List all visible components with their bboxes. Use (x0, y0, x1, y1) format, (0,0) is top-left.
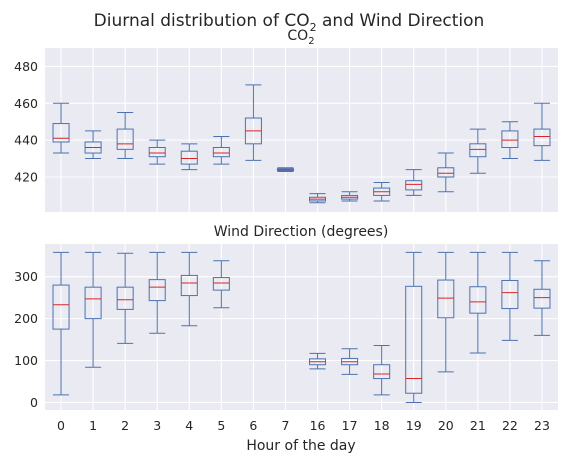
co2-y-ticks: 420 440 460 480 (14, 59, 38, 185)
x-tick-label-21: 21 (470, 418, 486, 433)
wind-box-3 (148, 251, 166, 334)
iqr-box (469, 286, 487, 314)
wind-box-22 (501, 251, 519, 341)
x-tick-label-0: 0 (57, 418, 65, 433)
co2-box-2 (116, 111, 134, 160)
co2-box-4 (180, 143, 198, 171)
wind-y-tick-label: 300 (14, 269, 38, 284)
co2-box-3 (148, 139, 166, 165)
iqr-box (52, 123, 70, 143)
x-tick-label-23: 23 (534, 418, 550, 433)
wind-box-19 (405, 251, 423, 403)
iqr-box (405, 180, 423, 191)
iqr-box (469, 143, 487, 158)
co2-y-tick-label: 420 (14, 169, 38, 184)
wind-box-17 (341, 348, 359, 375)
wind-box-21 (469, 251, 487, 354)
iqr-box (180, 274, 198, 297)
x-tick-label-5: 5 (217, 418, 225, 433)
iqr-box (148, 279, 166, 302)
co2-panel: 420 440 460 480 CO2 (14, 28, 558, 212)
wind-plot-area (45, 244, 558, 410)
wind-box-23 (533, 260, 551, 336)
co2-y-tick-label: 480 (14, 59, 38, 74)
x-tick-label-22: 22 (502, 418, 518, 433)
co2-gridlines (45, 48, 558, 212)
iqr-box (437, 279, 455, 319)
co2-box-20 (437, 152, 455, 193)
wind-y-tick-label: 100 (14, 353, 38, 368)
figure-title: Diurnal distribution of CO2 and Wind Dir… (94, 11, 485, 34)
wind-box-4 (180, 251, 198, 327)
wind-boxes (52, 251, 551, 403)
x-axis-label: Hour of the day (246, 438, 355, 454)
x-tick-label-1: 1 (89, 418, 97, 433)
wind-x-ticks: 0 1 2 3 4 5 6 7 16 17 18 19 20 21 22 23 (57, 418, 550, 433)
co2-y-tick-label: 440 (14, 133, 38, 148)
co2-box-5 (212, 135, 230, 165)
iqr-box (148, 147, 166, 158)
wind-box-5 (212, 260, 230, 309)
wind-box-2 (116, 252, 134, 344)
iqr-box (84, 286, 102, 320)
iqr-box (180, 150, 198, 165)
iqr-box (437, 167, 455, 178)
co2-box-1 (84, 130, 102, 160)
x-tick-label-4: 4 (185, 418, 193, 433)
x-tick-label-7: 7 (281, 418, 289, 433)
x-tick-label-19: 19 (406, 418, 422, 433)
x-tick-label-2: 2 (121, 418, 129, 433)
wind-panel-title: Wind Direction (degrees) (214, 224, 389, 240)
co2-box-7 (276, 167, 294, 172)
iqr-box (533, 288, 551, 309)
x-tick-label-20: 20 (438, 418, 454, 433)
co2-plot-area (45, 48, 558, 212)
iqr-box (116, 286, 134, 310)
co2-box-16 (309, 193, 327, 204)
co2-box-19 (405, 169, 423, 196)
iqr-box (373, 364, 391, 380)
wind-box-20 (437, 251, 455, 373)
iqr-box (533, 128, 551, 147)
wind-box-18 (373, 344, 391, 396)
co2-box-18 (373, 182, 391, 202)
wind-box-16 (309, 352, 327, 370)
x-tick-label-16: 16 (310, 418, 326, 433)
iqr-box (501, 279, 519, 310)
wind-y-ticks: 0 100 200 300 (14, 269, 38, 410)
iqr-box (212, 147, 230, 158)
co2-boxes (52, 84, 551, 204)
iqr-box (52, 284, 70, 330)
x-tick-label-3: 3 (153, 418, 161, 433)
co2-box-0 (52, 102, 70, 154)
co2-panel-title: CO2 (287, 28, 314, 47)
iqr-box (501, 130, 519, 149)
co2-box-17 (341, 191, 359, 202)
iqr-box (212, 277, 230, 291)
x-tick-label-17: 17 (342, 418, 358, 433)
wind-y-tick-label: 0 (30, 395, 38, 410)
wind-y-tick-label: 200 (14, 311, 38, 326)
wind-box-0 (52, 251, 70, 396)
co2-box-21 (469, 128, 487, 174)
co2-box-6 (244, 84, 262, 161)
iqr-box (405, 285, 423, 394)
co2-box-23 (533, 102, 551, 161)
co2-y-tick-label: 460 (14, 96, 38, 111)
co2-box-22 (501, 121, 519, 160)
wind-box-1 (84, 251, 102, 368)
x-tick-label-6: 6 (249, 418, 257, 433)
x-tick-label-18: 18 (374, 418, 390, 433)
iqr-box (116, 128, 134, 150)
